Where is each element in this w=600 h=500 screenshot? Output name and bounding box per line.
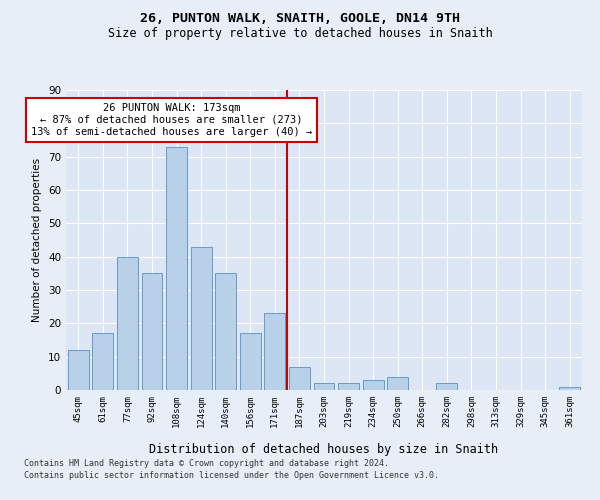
Bar — [191, 246, 212, 390]
Bar — [117, 256, 138, 390]
Text: 26, PUNTON WALK, SNAITH, GOOLE, DN14 9TH: 26, PUNTON WALK, SNAITH, GOOLE, DN14 9TH — [140, 12, 460, 26]
Bar — [68, 350, 89, 390]
Text: Contains HM Land Registry data © Crown copyright and database right 2024.: Contains HM Land Registry data © Crown c… — [24, 458, 389, 468]
Bar — [166, 146, 187, 390]
Text: Contains public sector information licensed under the Open Government Licence v3: Contains public sector information licen… — [24, 471, 439, 480]
Bar — [240, 334, 261, 390]
Bar — [265, 314, 286, 390]
Bar — [387, 376, 408, 390]
Text: Distribution of detached houses by size in Snaith: Distribution of detached houses by size … — [149, 442, 499, 456]
Bar — [92, 334, 113, 390]
Bar — [289, 366, 310, 390]
Y-axis label: Number of detached properties: Number of detached properties — [32, 158, 43, 322]
Bar — [215, 274, 236, 390]
Text: Size of property relative to detached houses in Snaith: Size of property relative to detached ho… — [107, 28, 493, 40]
Bar — [142, 274, 163, 390]
Bar — [338, 384, 359, 390]
Text: 26 PUNTON WALK: 173sqm
← 87% of detached houses are smaller (273)
13% of semi-de: 26 PUNTON WALK: 173sqm ← 87% of detached… — [31, 104, 312, 136]
Bar — [559, 386, 580, 390]
Bar — [314, 384, 334, 390]
Bar — [436, 384, 457, 390]
Bar — [362, 380, 383, 390]
